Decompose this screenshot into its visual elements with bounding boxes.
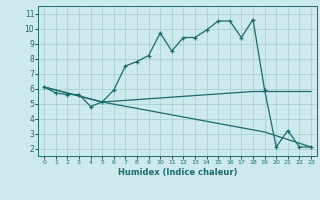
X-axis label: Humidex (Indice chaleur): Humidex (Indice chaleur)	[118, 168, 237, 177]
